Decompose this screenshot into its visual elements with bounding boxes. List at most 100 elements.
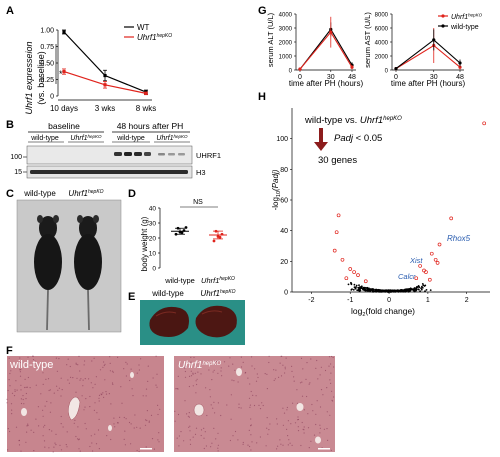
histology-nucleus	[253, 404, 256, 407]
histology-nucleus	[85, 428, 87, 430]
panel-h-point-ns	[358, 284, 360, 287]
panel-h-point-sig	[482, 121, 487, 126]
histology-nucleus	[83, 364, 85, 366]
histology-nucleus	[205, 387, 207, 389]
histology-nucleus	[319, 424, 321, 426]
panel-g-xtick-label: 48	[456, 74, 464, 81]
histology-nucleus	[203, 427, 205, 429]
histology-nucleus	[297, 416, 299, 418]
histology-nucleus	[10, 370, 12, 372]
panel-h-point-ns	[407, 288, 409, 290]
panel-g-ytick-label: 2000	[279, 41, 293, 47]
panel-g-xtick-label: 30	[327, 74, 335, 81]
histology-nucleus	[231, 379, 233, 381]
histology-nucleus	[133, 427, 135, 429]
histology-nucleus	[8, 379, 10, 381]
panel-g-ytick-label: 3000	[279, 27, 293, 33]
histology-nucleus	[226, 404, 228, 406]
histology-nucleus	[56, 385, 58, 387]
panel-h-ytick-label: 100	[276, 136, 288, 143]
histology-nucleus	[333, 366, 335, 368]
histology-nucleus	[184, 370, 186, 373]
panel-h-point-ns	[420, 288, 423, 291]
panel-h-point-ns	[381, 289, 384, 292]
histology-texture	[6, 355, 335, 453]
histology-nucleus	[94, 383, 96, 385]
histology-nucleus	[328, 356, 331, 358]
histology-nucleus	[66, 431, 68, 433]
panel-h-point-ns	[425, 289, 428, 291]
panel-h-point-ns	[415, 288, 418, 290]
panel-d-cat-ko: Uhrf1hepKO	[201, 276, 235, 285]
histology-nucleus	[109, 370, 111, 372]
panel-a-ytick-label: 0.75	[40, 44, 54, 51]
histology-nucleus	[326, 428, 328, 430]
histology-nucleus	[20, 369, 22, 371]
histology-nucleus	[88, 378, 90, 380]
panel-a-letter: A	[6, 5, 14, 17]
panel-e-label-ko: Uhrf1hepKO	[200, 289, 235, 298]
histology-nucleus	[313, 434, 316, 436]
panel-b-letter: B	[6, 119, 14, 131]
panel-h-point-ns	[424, 284, 427, 287]
histology-nucleus	[112, 383, 114, 385]
histology-nucleus	[332, 356, 334, 359]
panel-a-point	[144, 91, 148, 95]
histology-nucleus	[300, 444, 302, 447]
histology-nucleus	[230, 394, 232, 396]
histology-ko-vessels	[193, 368, 321, 444]
histology-nucleus	[212, 371, 214, 373]
histology-nucleus	[27, 423, 29, 425]
panel-a-x-axis: 10 days 3 wks 8 wks	[50, 99, 156, 113]
liver-wt-image	[149, 306, 189, 337]
histology-nucleus	[217, 372, 219, 374]
panel-a-xtick-label: 8 wks	[136, 104, 156, 113]
histology-nucleus	[176, 388, 178, 390]
histology-nucleus	[200, 434, 202, 437]
histology-nucleus	[96, 412, 98, 414]
histology-nucleus	[38, 425, 40, 427]
histology-nucleus	[132, 395, 134, 397]
histology-nucleus	[77, 426, 79, 428]
histology-nucleus	[250, 424, 252, 426]
histology-nucleus	[102, 366, 104, 368]
histology-nucleus	[275, 369, 277, 371]
histology-nucleus	[110, 438, 112, 441]
histology-nucleus	[205, 445, 207, 447]
histology-nucleus	[48, 447, 50, 449]
histology-nucleus	[229, 439, 231, 442]
panel-h-xtick-label: -1	[347, 297, 353, 304]
panel-h-point-ns	[416, 286, 419, 288]
panel-b-mw-100: 100	[10, 154, 22, 161]
histology-nucleus	[90, 382, 92, 384]
histology-nucleus	[147, 365, 149, 367]
histology-nucleus	[232, 363, 234, 365]
histology-nucleus	[326, 387, 328, 389]
panel-h-point-ns	[392, 290, 395, 293]
histology-nucleus	[211, 442, 213, 444]
panel-h-point-ns	[363, 288, 366, 291]
histology-nucleus	[251, 356, 253, 358]
panel-g-point	[298, 67, 302, 71]
panel-a-series	[62, 29, 148, 96]
histology-nucleus	[108, 393, 110, 395]
histology-nucleus	[262, 404, 264, 407]
histology-nucleus	[196, 383, 198, 386]
histology-nucleus	[139, 427, 141, 429]
histology-nucleus	[210, 404, 212, 406]
panel-h-point-ns	[419, 290, 421, 293]
histology-nucleus	[125, 361, 127, 363]
histology-nucleus	[291, 370, 293, 372]
histology-nucleus	[282, 407, 284, 409]
histology-nucleus	[309, 382, 311, 384]
histology-nucleus	[330, 382, 332, 384]
histology-nucleus	[238, 403, 240, 405]
histology-nucleus	[184, 376, 187, 378]
histology-nucleus	[138, 364, 140, 366]
panel-a-ylabel-1: Uhrf1 expresseion	[24, 41, 34, 114]
histology-nucleus	[20, 450, 22, 452]
histology-nucleus	[49, 411, 52, 413]
histology-nucleus	[285, 357, 287, 359]
histology-nucleus	[250, 434, 252, 436]
